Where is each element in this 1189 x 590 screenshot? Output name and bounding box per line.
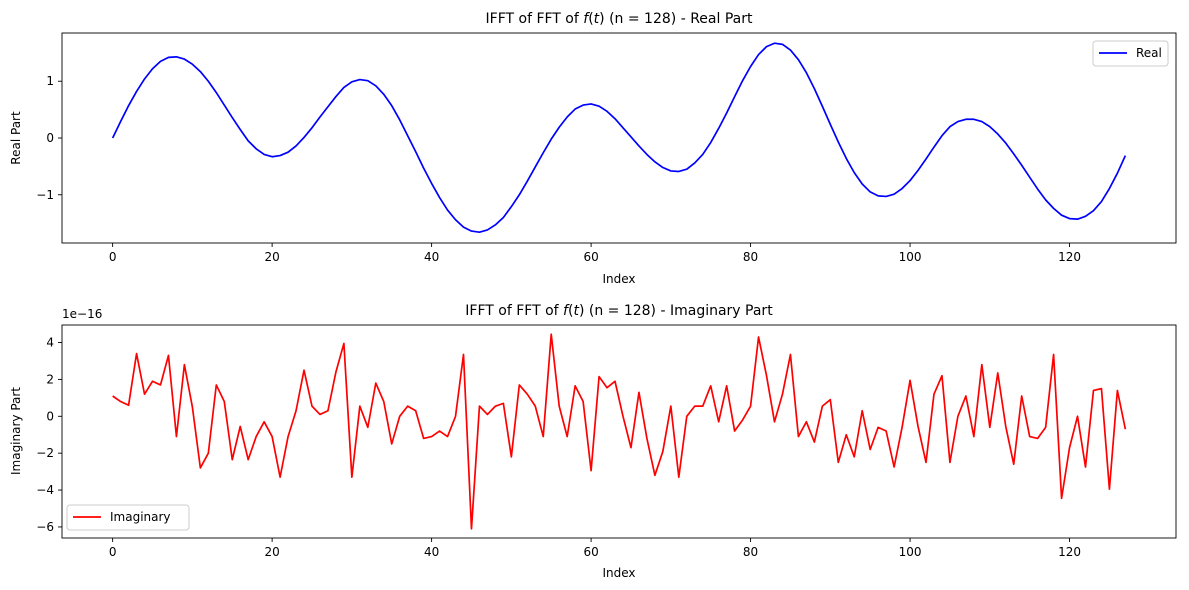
y-tick-label: −2: [36, 446, 54, 460]
y-tick-label: 2: [46, 372, 54, 386]
legend-box: [66, 504, 190, 531]
imaginary-part-legend: Imaginary: [66, 504, 190, 531]
real-part-plot-frame: [61, 32, 1177, 244]
imaginary-part-plot-frame: [61, 324, 1177, 539]
x-tick-label: 0: [109, 250, 117, 264]
x-tick-label: 20: [264, 250, 279, 264]
imaginary-part-title: IFFT of FFT of f(t) (n = 128) - Imaginar…: [465, 303, 773, 319]
real-part-title: IFFT of FFT of f(t) (n = 128) - Real Par…: [486, 11, 753, 27]
real-part-y-ticks: −1 0 1: [36, 74, 62, 202]
imaginary-part-y-label: Imaginary Part: [9, 387, 23, 475]
x-tick-label: 80: [743, 545, 758, 559]
legend-label-imaginary: Imaginary: [110, 510, 171, 524]
y-tick-label: 1: [46, 74, 54, 88]
real-part-axes: IFFT of FFT of f(t) (n = 128) - Real Par…: [9, 11, 1177, 286]
y-tick-label: −1: [36, 188, 54, 202]
x-tick-label: 40: [424, 250, 439, 264]
legend-label-real: Real: [1136, 46, 1162, 60]
imaginary-part-y-ticks: −6 −4 −2 0 2 4: [36, 336, 62, 534]
y-tick-label: 0: [46, 131, 54, 145]
y-tick-label: −6: [36, 520, 54, 534]
x-tick-label: 40: [424, 545, 439, 559]
x-tick-label: 80: [743, 250, 758, 264]
x-tick-label: 120: [1058, 545, 1081, 559]
x-tick-label: 20: [264, 545, 279, 559]
x-tick-label: 120: [1058, 250, 1081, 264]
real-part-x-ticks: 0 20 40 60 80 100 120: [109, 243, 1081, 264]
y-tick-label: −4: [36, 483, 54, 497]
imaginary-part-x-label: Index: [602, 566, 635, 580]
x-tick-label: 0: [109, 545, 117, 559]
legend-box: [1092, 40, 1169, 67]
x-tick-label: 100: [899, 250, 922, 264]
imaginary-scale-offset-label: 1e−16: [62, 307, 102, 321]
x-tick-label: 100: [899, 545, 922, 559]
x-tick-label: 60: [583, 250, 598, 264]
real-part-legend: Real: [1092, 40, 1169, 67]
imaginary-part-axes: IFFT of FFT of f(t) (n = 128) - Imaginar…: [9, 303, 1177, 580]
imaginary-series-line: [112, 333, 1127, 530]
real-part-x-label: Index: [602, 272, 635, 286]
y-tick-label: 0: [46, 409, 54, 423]
real-series-line: [111, 42, 1127, 234]
imaginary-part-x-ticks: 0 20 40 60 80 100 120: [109, 538, 1081, 559]
real-part-y-label: Real Part: [9, 111, 23, 165]
x-tick-label: 60: [583, 545, 598, 559]
y-tick-label: 4: [46, 336, 54, 350]
